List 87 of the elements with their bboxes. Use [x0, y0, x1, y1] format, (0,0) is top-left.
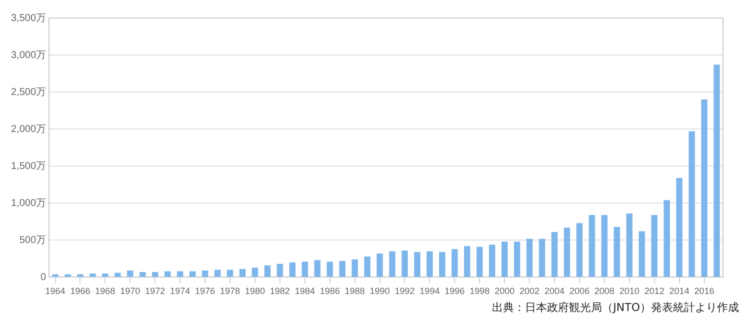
x-tick-label: 2002 — [520, 286, 540, 296]
bar — [140, 272, 146, 277]
bar — [276, 264, 284, 277]
bar — [264, 265, 271, 277]
x-tick-label: 2010 — [619, 286, 640, 296]
bar — [364, 256, 370, 277]
bar — [352, 259, 358, 277]
x-tick-label: 1996 — [444, 286, 465, 296]
bar — [601, 214, 608, 277]
bar — [214, 270, 221, 277]
x-tick-label: 1976 — [195, 286, 216, 296]
bar — [651, 214, 658, 277]
bar — [538, 238, 546, 277]
bar — [452, 249, 458, 277]
bar — [289, 262, 296, 277]
y-tick-label: 2,000万 — [10, 124, 46, 135]
bar — [90, 273, 96, 277]
bar — [314, 260, 320, 277]
bar — [714, 64, 720, 277]
bar — [551, 232, 558, 277]
x-tick-label: 1970 — [120, 286, 140, 296]
x-tick-label: 1994 — [420, 286, 440, 296]
bar — [52, 274, 58, 277]
bar — [389, 251, 396, 277]
x-tick-label: 1990 — [370, 286, 390, 296]
x-tick-label: 1972 — [145, 286, 166, 296]
bar — [439, 252, 446, 277]
y-tick-label: 3,000万 — [10, 50, 46, 61]
bar — [376, 254, 383, 277]
x-tick-label: 1988 — [344, 286, 365, 296]
x-tick-label: 1986 — [320, 286, 340, 296]
bar — [152, 272, 158, 277]
bar — [464, 246, 470, 277]
y-tick-label: 2,500万 — [10, 86, 46, 98]
bar — [64, 274, 71, 277]
y-tick-label: 3,500万 — [10, 12, 46, 24]
bar — [688, 131, 695, 277]
bar — [514, 242, 520, 277]
source-note: 出典：日本政府観光局（JNTO）発表統計より作成 — [491, 300, 740, 315]
bar — [626, 214, 633, 277]
bar — [501, 242, 508, 277]
bar — [127, 270, 134, 277]
bar — [239, 269, 246, 277]
x-tick-label: 1984 — [294, 286, 315, 296]
bar — [402, 250, 408, 277]
bar — [588, 214, 596, 277]
x-tick-label: 1992 — [394, 286, 415, 296]
x-tick-label: 2012 — [644, 286, 664, 296]
bar — [102, 273, 108, 277]
x-tick-label: 2008 — [594, 286, 614, 296]
y-tick-label: 0 — [40, 272, 46, 283]
bar — [664, 200, 670, 277]
y-tick-label: 500万 — [19, 234, 46, 246]
x-tick-label: 1964 — [45, 286, 66, 296]
x-tick-label: 1968 — [95, 286, 116, 296]
bar — [426, 251, 433, 277]
bar — [226, 270, 234, 277]
bar — [488, 244, 496, 277]
bar — [252, 268, 258, 277]
x-tick-label: 1998 — [470, 286, 490, 296]
y-tick-label: 1,500万 — [10, 160, 46, 172]
bar — [326, 262, 333, 277]
bar — [564, 228, 570, 277]
bar — [614, 226, 620, 277]
x-tick-label: 1978 — [220, 286, 240, 296]
bar — [414, 252, 420, 277]
y-tick-label: 1,000万 — [10, 198, 46, 209]
bar — [476, 246, 483, 277]
bar — [701, 99, 708, 277]
bar — [202, 270, 208, 277]
x-tick-label: 2016 — [694, 286, 714, 296]
x-tick-label: 1974 — [170, 286, 190, 296]
bar — [576, 223, 583, 277]
x-tick-label: 2004 — [544, 286, 565, 296]
x-tick-label: 1966 — [70, 286, 90, 296]
bar — [676, 178, 682, 277]
x-tick-label: 2014 — [669, 286, 690, 296]
bar — [77, 274, 84, 277]
bar — [638, 231, 645, 277]
bar — [339, 260, 346, 277]
bar — [114, 272, 121, 277]
x-tick-label: 1982 — [270, 286, 290, 296]
x-tick-label: 1980 — [244, 286, 265, 296]
bar — [302, 262, 308, 277]
x-tick-label: 2006 — [569, 286, 590, 296]
x-tick-label: 2000 — [494, 286, 515, 296]
bar — [526, 238, 533, 277]
